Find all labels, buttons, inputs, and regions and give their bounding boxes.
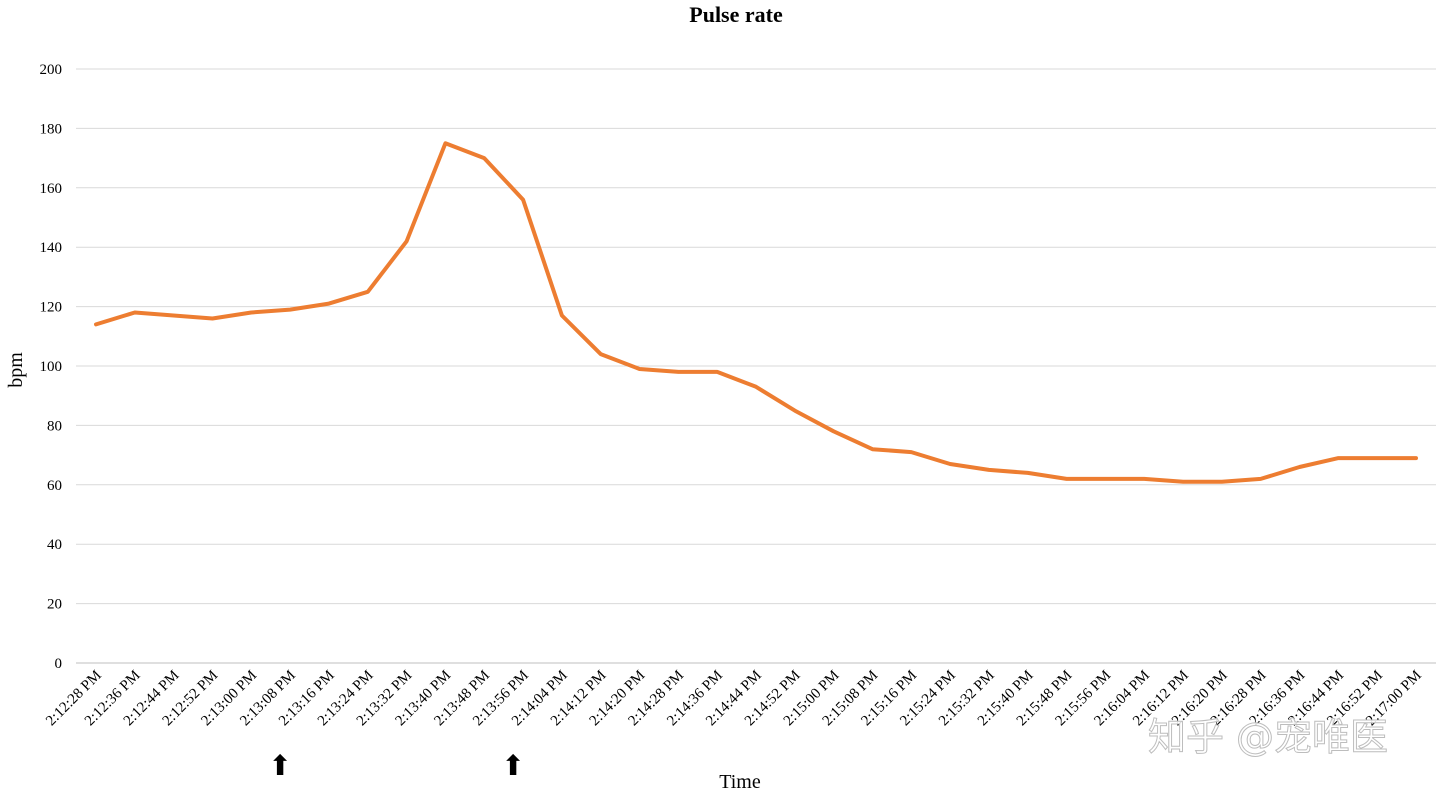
event-arrow-icon: ⬆ bbox=[501, 749, 524, 782]
y-tick-label: 40 bbox=[47, 537, 62, 553]
event-arrow-icon: ⬆ bbox=[268, 749, 291, 782]
y-axis-ticks: 0 20 40 60 80 100 120 140 160 180 200 bbox=[40, 62, 63, 672]
y-tick-label: 80 bbox=[47, 418, 62, 434]
y-tick-label: 20 bbox=[47, 597, 62, 613]
y-tick-label: 200 bbox=[40, 62, 63, 78]
y-tick-label: 100 bbox=[40, 359, 63, 375]
chart-title: Pulse rate bbox=[689, 2, 783, 27]
y-tick-label: 120 bbox=[40, 300, 63, 316]
y-tick-label: 0 bbox=[55, 656, 63, 672]
series-line bbox=[94, 141, 1418, 484]
x-axis-label: Time bbox=[719, 771, 761, 793]
y-tick-label: 160 bbox=[40, 181, 63, 197]
event-arrows: ⬆ ⬆ bbox=[268, 749, 524, 782]
watermark: 知乎 @宠唯医 bbox=[1148, 715, 1388, 759]
series-pulse-rate bbox=[94, 141, 1418, 484]
y-tick-label: 60 bbox=[47, 478, 62, 494]
y-axis-label: bpm bbox=[5, 352, 27, 388]
y-tick-label: 140 bbox=[40, 240, 63, 256]
grid-lines bbox=[76, 68, 1436, 605]
y-tick-label: 180 bbox=[40, 121, 63, 137]
